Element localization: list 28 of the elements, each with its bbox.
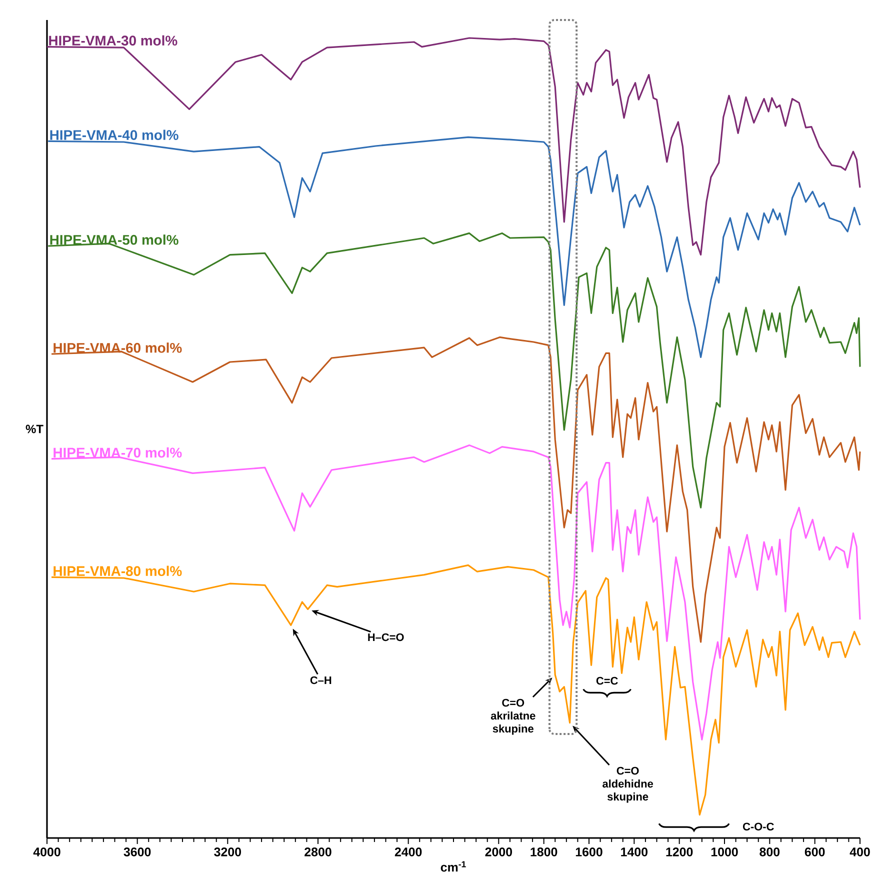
series-label: HIPE-VMA-60 mol% <box>54 342 182 353</box>
x-tick-label: 400 <box>850 848 870 856</box>
annotation: C=O akrilatne skupine <box>490 698 536 735</box>
annotation: C=O aldehidne skupine <box>602 766 654 803</box>
x-tick-label: 1600 <box>576 848 602 856</box>
x-tick-label: 4000 <box>33 848 60 856</box>
x-tick-label: 3200 <box>214 848 241 856</box>
annotation: C=C <box>596 676 618 685</box>
x-tick-label: 1400 <box>621 848 648 856</box>
x-tick-label: 3600 <box>124 848 151 856</box>
series-label: HIPE-VMA-80 mol% <box>54 566 182 576</box>
annotation: H–C=O <box>368 633 404 642</box>
x-tick-label: 600 <box>804 848 825 856</box>
y-axis-title: %T <box>26 424 44 434</box>
series-label: HIPE-VMA-50 mol% <box>50 234 178 245</box>
x-tick-label: 1200 <box>666 848 693 856</box>
x-tick-label: 2800 <box>304 848 332 856</box>
x-tick-label: 1800 <box>530 848 558 856</box>
series-label: HIPE-VMA-30 mol% <box>49 35 178 46</box>
series-label: HIPE-VMA-70 mol% <box>54 447 182 458</box>
x-tick-label: 1000 <box>711 848 738 856</box>
series-label: HIPE-VMA-40 mol% <box>50 130 178 140</box>
x-tick-label: 2400 <box>394 848 422 856</box>
annotation: C-O-C <box>743 822 774 830</box>
x-tick-label: 800 <box>760 848 780 856</box>
x-axis-title: cm$^{-1}$ <box>440 861 466 872</box>
x-tick-label: 2000 <box>485 848 512 856</box>
annotation: C–H <box>310 676 332 684</box>
